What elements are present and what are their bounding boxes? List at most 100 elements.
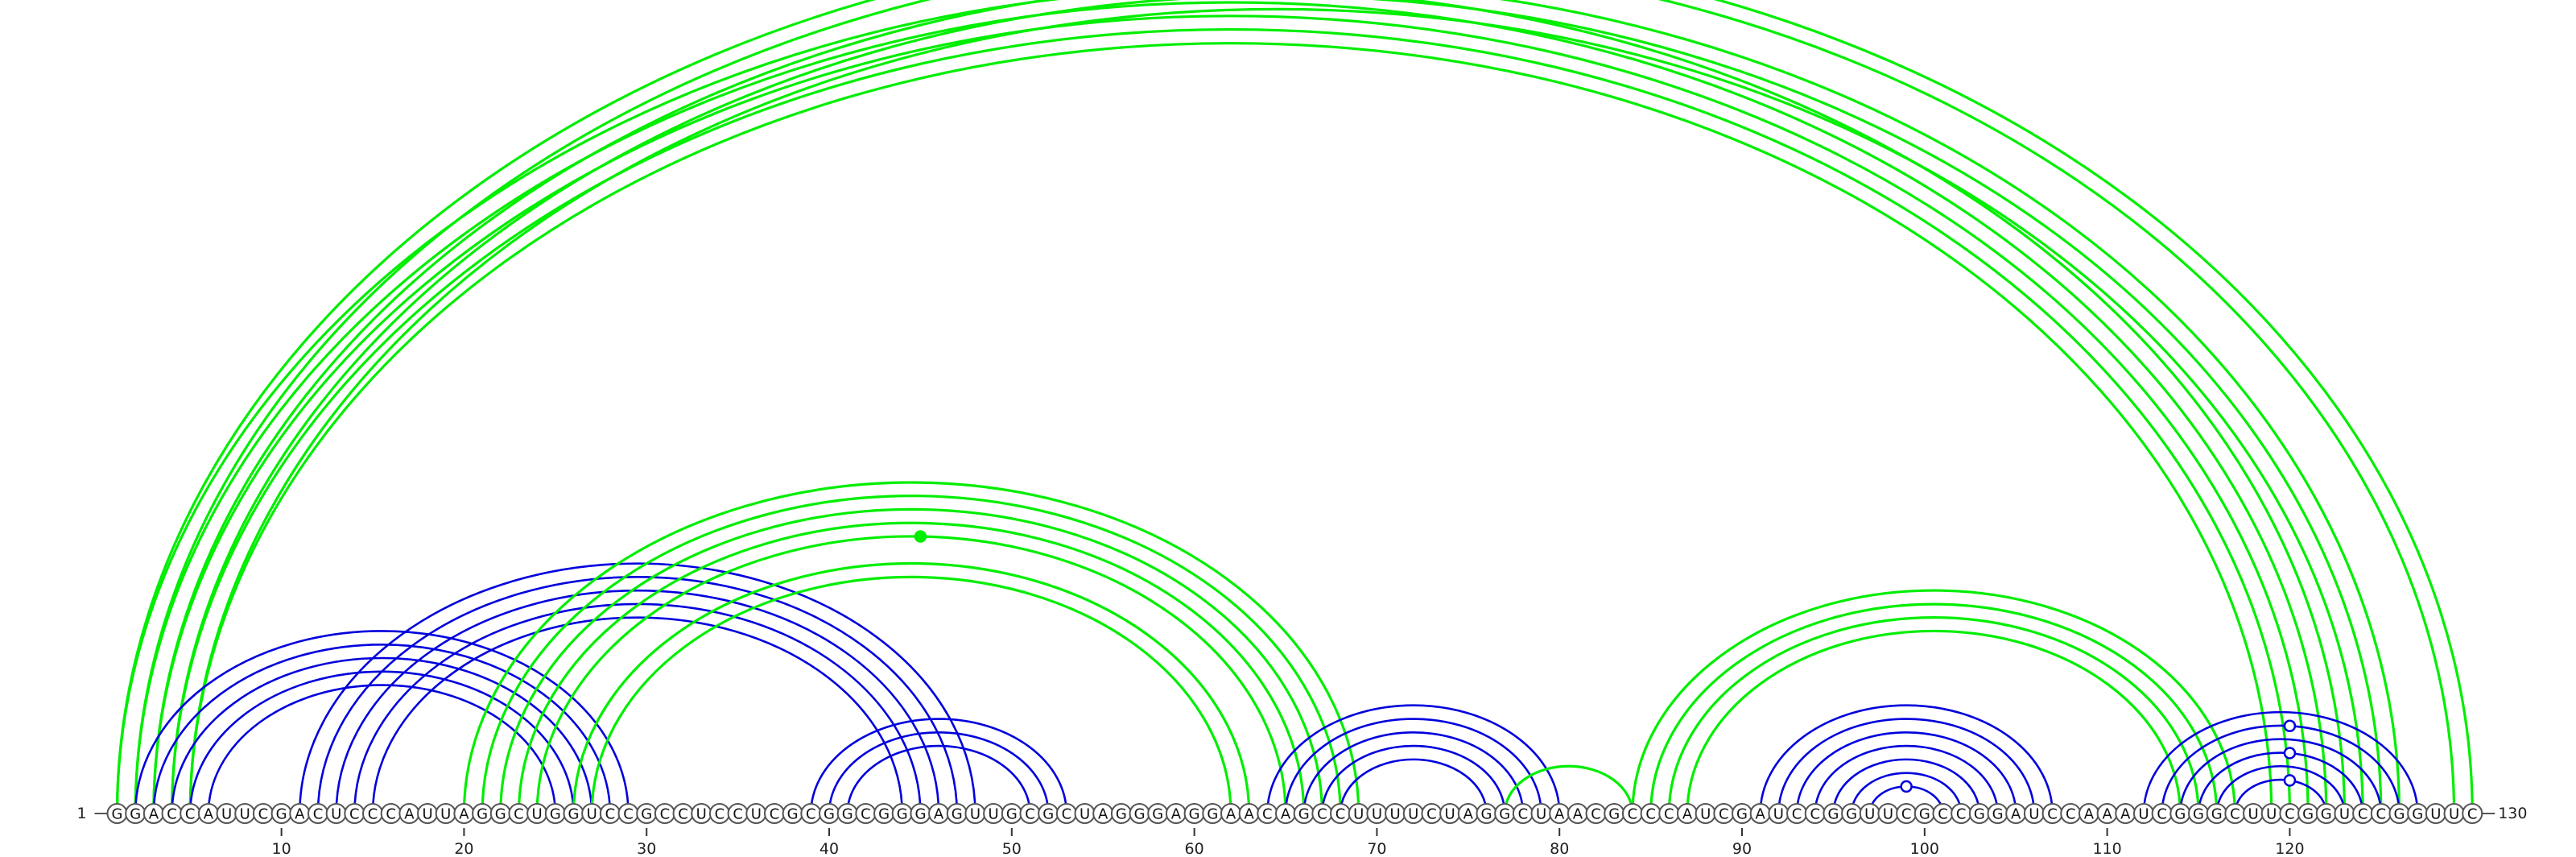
nucleotide-letter: G: [1006, 806, 1018, 823]
nucleotide-letter: A: [1098, 806, 1108, 823]
nucleotide-62: A: [1220, 803, 1241, 824]
nucleotide-letter: U: [221, 806, 232, 823]
nucleotide-78: C: [1512, 803, 1534, 824]
nucleotide-letter: G: [1974, 806, 1985, 823]
nucleotide-letter: U: [1700, 806, 1711, 823]
nucleotide-letter: G: [1827, 806, 1839, 823]
nucleotide-1: G: [106, 803, 128, 824]
nucleotide-letter: A: [2120, 806, 2131, 823]
nucleotide-letter: C: [1591, 806, 1601, 823]
nucleotide-111: A: [2115, 803, 2136, 824]
nucleotide-letter: C: [386, 806, 396, 823]
tick-70: 70: [1367, 828, 1387, 857]
nucleotide-letter: G: [130, 806, 141, 823]
nucleotide-18: U: [417, 803, 439, 824]
nucleotide-letter: C: [1810, 806, 1820, 823]
nucleotide-96: G: [1841, 803, 1863, 824]
arc-13-46: [335, 589, 940, 814]
nucleotide-letter: A: [2102, 806, 2112, 823]
nucleotide-124: C: [2352, 803, 2374, 824]
nucleotide-letter: U: [1408, 806, 1418, 823]
nucleotide-55: A: [1092, 803, 1114, 824]
nucleotide-letter: U: [532, 806, 543, 823]
nucleotide-103: G: [1968, 803, 1990, 824]
tick-label: 60: [1185, 840, 1204, 857]
nucleotide-letter: G: [1298, 806, 1310, 823]
nucleotide-47: G: [946, 803, 968, 824]
arc-21-68: [481, 494, 1342, 814]
arc-96-102: [1850, 772, 1963, 814]
nucleotide-61: G: [1202, 803, 1224, 824]
nucleotide-32: C: [672, 803, 694, 824]
arc-23-66: [517, 521, 1306, 814]
nucleotide-107: C: [2041, 803, 2063, 824]
nucleotide-91: A: [1749, 803, 1771, 824]
nucleotide-letter: G: [2412, 806, 2423, 823]
arc-64-80: [1266, 704, 1561, 814]
nucleotide-105: A: [2005, 803, 2027, 824]
arc-3-126: [152, 0, 2401, 814]
nucleotide-31: C: [654, 803, 675, 824]
nucleotide-letter: C: [1062, 806, 1072, 823]
nucleotide-6: A: [197, 803, 219, 824]
nucleotide-83: G: [1604, 803, 1625, 824]
nucleotide-57: G: [1129, 803, 1150, 824]
arc-92-106: [1777, 718, 2036, 814]
nucleotide-letter: A: [1554, 806, 1565, 823]
nucleotide-63: A: [1238, 803, 1260, 824]
nucleotide-letter: G: [1152, 806, 1163, 823]
nucleotide-letter: C: [2376, 806, 2387, 823]
nucleotide-25: G: [544, 803, 566, 824]
arc-20-69: [462, 481, 1360, 814]
tick-50: 50: [1002, 828, 1022, 857]
nucleotide-letter: U: [1536, 806, 1546, 823]
nucleotide-122: G: [2315, 803, 2337, 824]
nucleotide-letter: A: [295, 806, 305, 823]
nucleotide-letter: C: [1719, 806, 1729, 823]
nucleotide-letter: U: [696, 806, 707, 823]
nucleotide-letter: C: [1025, 806, 1035, 823]
nucleotide-60: G: [1183, 803, 1205, 824]
arc-94-104: [1814, 744, 1999, 814]
nucleotide-letter: A: [1226, 806, 1236, 823]
nucleotide-19: U: [435, 803, 456, 824]
nucleotide-8: U: [234, 803, 256, 824]
tick-100: 100: [1910, 828, 1939, 857]
nucleotide-letter: C: [514, 806, 524, 823]
nucleotide-22: G: [489, 803, 511, 824]
nucleotide-letter: C: [1938, 806, 1948, 823]
nucleotide-letter: G: [2321, 806, 2332, 823]
nucleotide-113: C: [2151, 803, 2173, 824]
nucleotide-7: U: [216, 803, 237, 824]
nucleotide-11: A: [289, 803, 311, 824]
nucleotide-letter: C: [1335, 806, 1346, 823]
nucleotide-37: C: [763, 803, 785, 824]
nucleotide-letter: C: [605, 806, 616, 823]
nucleotide-letter: C: [1792, 806, 1802, 823]
tick-label: 120: [2275, 840, 2304, 857]
arc-87-114: [1686, 629, 2182, 814]
nucleotide-letter: U: [1372, 806, 1382, 823]
arc-26-63: [572, 561, 1251, 814]
arc-86-115: [1667, 616, 2200, 814]
nucleotide-50: G: [1001, 803, 1022, 824]
nucleotide-2: G: [125, 803, 147, 824]
nucleotide-121: G: [2297, 803, 2319, 824]
arc-1-123: [115, 0, 2347, 814]
nucleotide-letter: G: [1736, 806, 1748, 823]
arc-85-116: [1649, 602, 2219, 814]
nucleotide-58: G: [1147, 803, 1169, 824]
nucleotide-35: C: [727, 803, 749, 824]
nucleotide-45: G: [910, 803, 931, 824]
nucleotide-letter: U: [587, 806, 597, 823]
nucleotide-116: G: [2206, 803, 2227, 824]
nucleotide-82: C: [1585, 803, 1607, 824]
arc-15-44: [371, 616, 904, 814]
nucleotide-4: C: [161, 803, 183, 824]
nucleotide-letter: G: [952, 806, 963, 823]
nucleotide-letter: G: [1189, 806, 1200, 823]
nucleotide-43: G: [873, 803, 895, 824]
nucleotide-13: U: [325, 803, 347, 824]
nucleotide-letter: U: [2339, 806, 2350, 823]
nucleotide-119: U: [2260, 803, 2282, 824]
